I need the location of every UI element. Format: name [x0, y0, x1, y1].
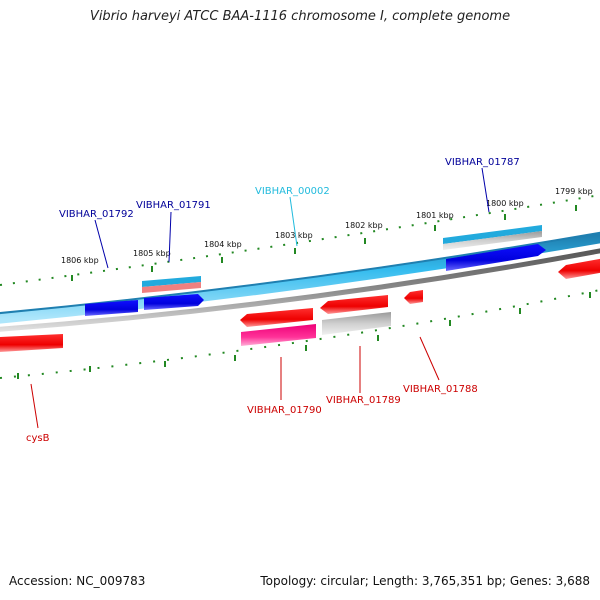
rna-feature-vibhar-00002-bottom [142, 282, 201, 293]
inner-scale-ticks [0, 289, 600, 379]
accession-label: Accession: NC_009783 [9, 574, 146, 588]
gene-feature-vibhar-01789-gray [322, 312, 391, 335]
gene-feature-right-edge [558, 258, 600, 279]
gene-feature-vibhar-01788 [404, 290, 423, 304]
gene-label-vibhar-01788[interactable]: VIBHAR_01788 [403, 384, 478, 395]
scale-label: 1802 kbp [345, 221, 383, 230]
scale-label: 1804 kbp [204, 240, 242, 249]
gene-label-vibhar-01792[interactable]: VIBHAR_01792 [59, 209, 134, 220]
scale-label: 1800 kbp [486, 199, 524, 208]
leader-vibhar-01787 [481, 167, 490, 213]
gene-feature-cysB [0, 334, 63, 352]
major-ticks [17, 205, 591, 379]
gene-feature-vibhar-01789 [320, 295, 388, 314]
gene-label-cysB[interactable]: cysB [26, 433, 50, 444]
rna-feature-vibhar-00002-top [142, 276, 201, 287]
outer-scale-ticks [0, 194, 600, 286]
scale-label: 1806 kbp [61, 256, 99, 265]
leader-vibhar-01788 [419, 336, 440, 381]
reverse-track [0, 248, 600, 332]
gene-label-vibhar-00002[interactable]: VIBHAR_00002 [255, 186, 330, 197]
gene-label-vibhar-01787[interactable]: VIBHAR_01787 [445, 157, 520, 168]
gene-label-vibhar-01789[interactable]: VIBHAR_01789 [326, 395, 401, 406]
gene-feature-vibhar-01787 [446, 244, 546, 271]
leader-vibhar-01791 [168, 211, 172, 263]
gene-feature-vibhar-01791 [144, 294, 204, 310]
genome-summary-label: Topology: circular; Length: 3,765,351 bp… [260, 574, 590, 588]
map-title: Vibrio harveyi ATCC BAA-1116 chromosome … [89, 9, 511, 24]
leader-vibhar-00002 [289, 196, 298, 247]
scale-label: 1805 kbp [133, 249, 171, 258]
leader-vibhar-01792 [94, 219, 109, 269]
leader-cysB [30, 383, 39, 429]
gene-label-vibhar-01791[interactable]: VIBHAR_01791 [136, 200, 211, 211]
forward-track-edge [0, 231, 600, 315]
gene-feature-vibhar-01792 [85, 300, 138, 316]
gene-feature-vibhar-01790-pink [241, 324, 316, 346]
rna-feature-vibhar-01787-top [443, 225, 542, 244]
gene-label-vibhar-01790[interactable]: VIBHAR_01790 [247, 405, 322, 416]
scale-label: 1801 kbp [416, 211, 454, 220]
rna-feature-vibhar-01787-bottom [443, 231, 542, 250]
scale-label: 1803 kbp [275, 231, 313, 240]
gene-feature-vibhar-01790 [240, 308, 313, 327]
scale-label: 1799 kbp [555, 187, 593, 196]
